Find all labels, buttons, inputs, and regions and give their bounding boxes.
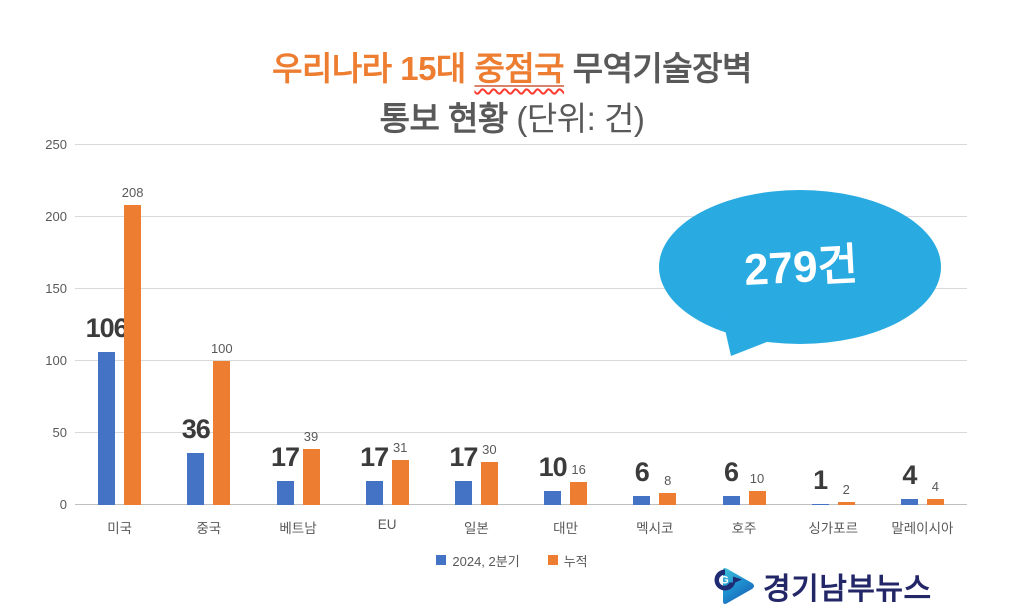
data-label-current: 17: [360, 441, 389, 472]
x-axis-category-label: 일본: [463, 521, 489, 536]
gridline: [75, 216, 967, 217]
gridline: [75, 360, 967, 361]
data-label-current: 6: [634, 457, 650, 488]
data-label-cumulative: 4: [931, 479, 939, 495]
x-axis-category-label: 중국: [196, 521, 222, 536]
gridline: [75, 504, 967, 505]
bar-cumulative: [659, 493, 677, 505]
g-letter: G: [720, 575, 729, 587]
legend: 2024, 2분기 누적: [0, 551, 1024, 569]
data-label-cumulative: 100: [210, 341, 233, 356]
data-label-cumulative: 208: [121, 185, 144, 201]
data-label-cumulative: 10: [749, 470, 765, 486]
data-label-current: 17: [449, 441, 478, 472]
play-triangle-shape: [723, 568, 754, 604]
data-label-current: 36: [181, 414, 211, 445]
legend-label: 2024, 2분기: [452, 553, 520, 569]
bar-cumulative: [837, 502, 855, 505]
x-axis-category-label: EU: [377, 517, 397, 532]
title-highlight-word: 중점국: [474, 50, 565, 87]
x-axis-category-label: 말레이시아: [891, 521, 954, 536]
data-label-current: 4: [902, 460, 917, 491]
y-axis-tick-label: 200: [45, 209, 67, 224]
legend-label: 누적: [563, 553, 588, 569]
x-axis-category-label: 멕시코: [636, 521, 674, 536]
title-unit-label: (단위: 건): [507, 100, 645, 137]
chart-title: 우리나라 15대 중점국 무역기술장벽 통보 현황 (단위: 건): [0, 44, 1024, 144]
bar-cumulative: [480, 461, 498, 505]
x-axis-category-label: 대만: [553, 521, 579, 536]
x-axis-category-label: 미국: [107, 521, 133, 536]
legend-item: 누적: [547, 551, 588, 570]
y-axis-tick-label: 0: [59, 497, 67, 512]
bar-current: [276, 480, 294, 505]
data-label-current: 17: [270, 441, 300, 472]
bar-cumulative: [213, 361, 231, 505]
x-axis-category-label: 싱가포르: [808, 521, 859, 536]
data-label-cumulative: 16: [571, 461, 586, 477]
gridline: [75, 144, 967, 145]
data-label-current: 10: [538, 451, 568, 482]
y-axis-tick-label: 250: [45, 137, 67, 152]
chart-title-line1: 우리나라 15대 중점국 무역기술장벽: [0, 44, 1024, 94]
data-label-current: 106: [85, 313, 129, 344]
data-label-cumulative: 39: [303, 428, 319, 444]
title-orange-prefix: 우리나라 15대: [272, 50, 475, 87]
bar-cumulative: [391, 460, 409, 505]
y-axis-tick-label: 150: [45, 281, 67, 296]
chart-title-line2: 통보 현황 (단위: 건): [0, 94, 1024, 144]
legend-swatch: [547, 555, 558, 565]
news-logo-icon: G: [714, 568, 754, 604]
x-axis-category-label: 호주: [731, 521, 757, 536]
data-label-cumulative: 2: [842, 482, 850, 498]
news-logo-text: 경기남부뉴스: [763, 573, 932, 606]
news-logo: G 경기남부뉴스: [712, 564, 932, 608]
bar-cumulative: [124, 205, 142, 505]
data-label-current: 1: [813, 464, 828, 495]
legend-item: 2024, 2분기: [436, 551, 520, 570]
data-label-current: 6: [723, 457, 739, 488]
g-arrow-head: [733, 576, 742, 584]
plot-area: 0 50 100 150 200 250 미국 106 208 중국 36 100 베트남 17 39 EU 1…: [45, 137, 967, 536]
bar-current: [454, 480, 472, 505]
bar-current: [633, 496, 651, 505]
bar-cumulative: [748, 490, 766, 505]
gridline: [75, 288, 967, 289]
bar-current: [811, 503, 829, 505]
bar-cumulative: [926, 499, 944, 505]
bar-current: [98, 352, 116, 505]
g-arrow-shape: [714, 569, 736, 591]
data-label-cumulative: 31: [392, 440, 408, 456]
y-axis-tick-label: 50: [52, 425, 67, 440]
bar-current: [187, 453, 205, 505]
bar-cumulative: [302, 448, 320, 505]
bar-current: [544, 490, 562, 505]
gridline: [75, 432, 967, 433]
x-axis-category-label: 베트남: [279, 521, 317, 536]
y-axis-tick-label: 100: [45, 353, 67, 368]
title-line2-bold: 통보 현황: [379, 100, 509, 137]
data-label-cumulative: 8: [664, 473, 672, 489]
bar-current: [722, 496, 740, 505]
bar-cumulative: [570, 481, 588, 505]
title-dark-part: 무역기술장벽: [564, 50, 753, 87]
bar-current: [900, 499, 918, 505]
legend-swatch: [436, 555, 447, 565]
data-label-cumulative: 30: [482, 441, 497, 457]
bar-current: [365, 480, 383, 505]
